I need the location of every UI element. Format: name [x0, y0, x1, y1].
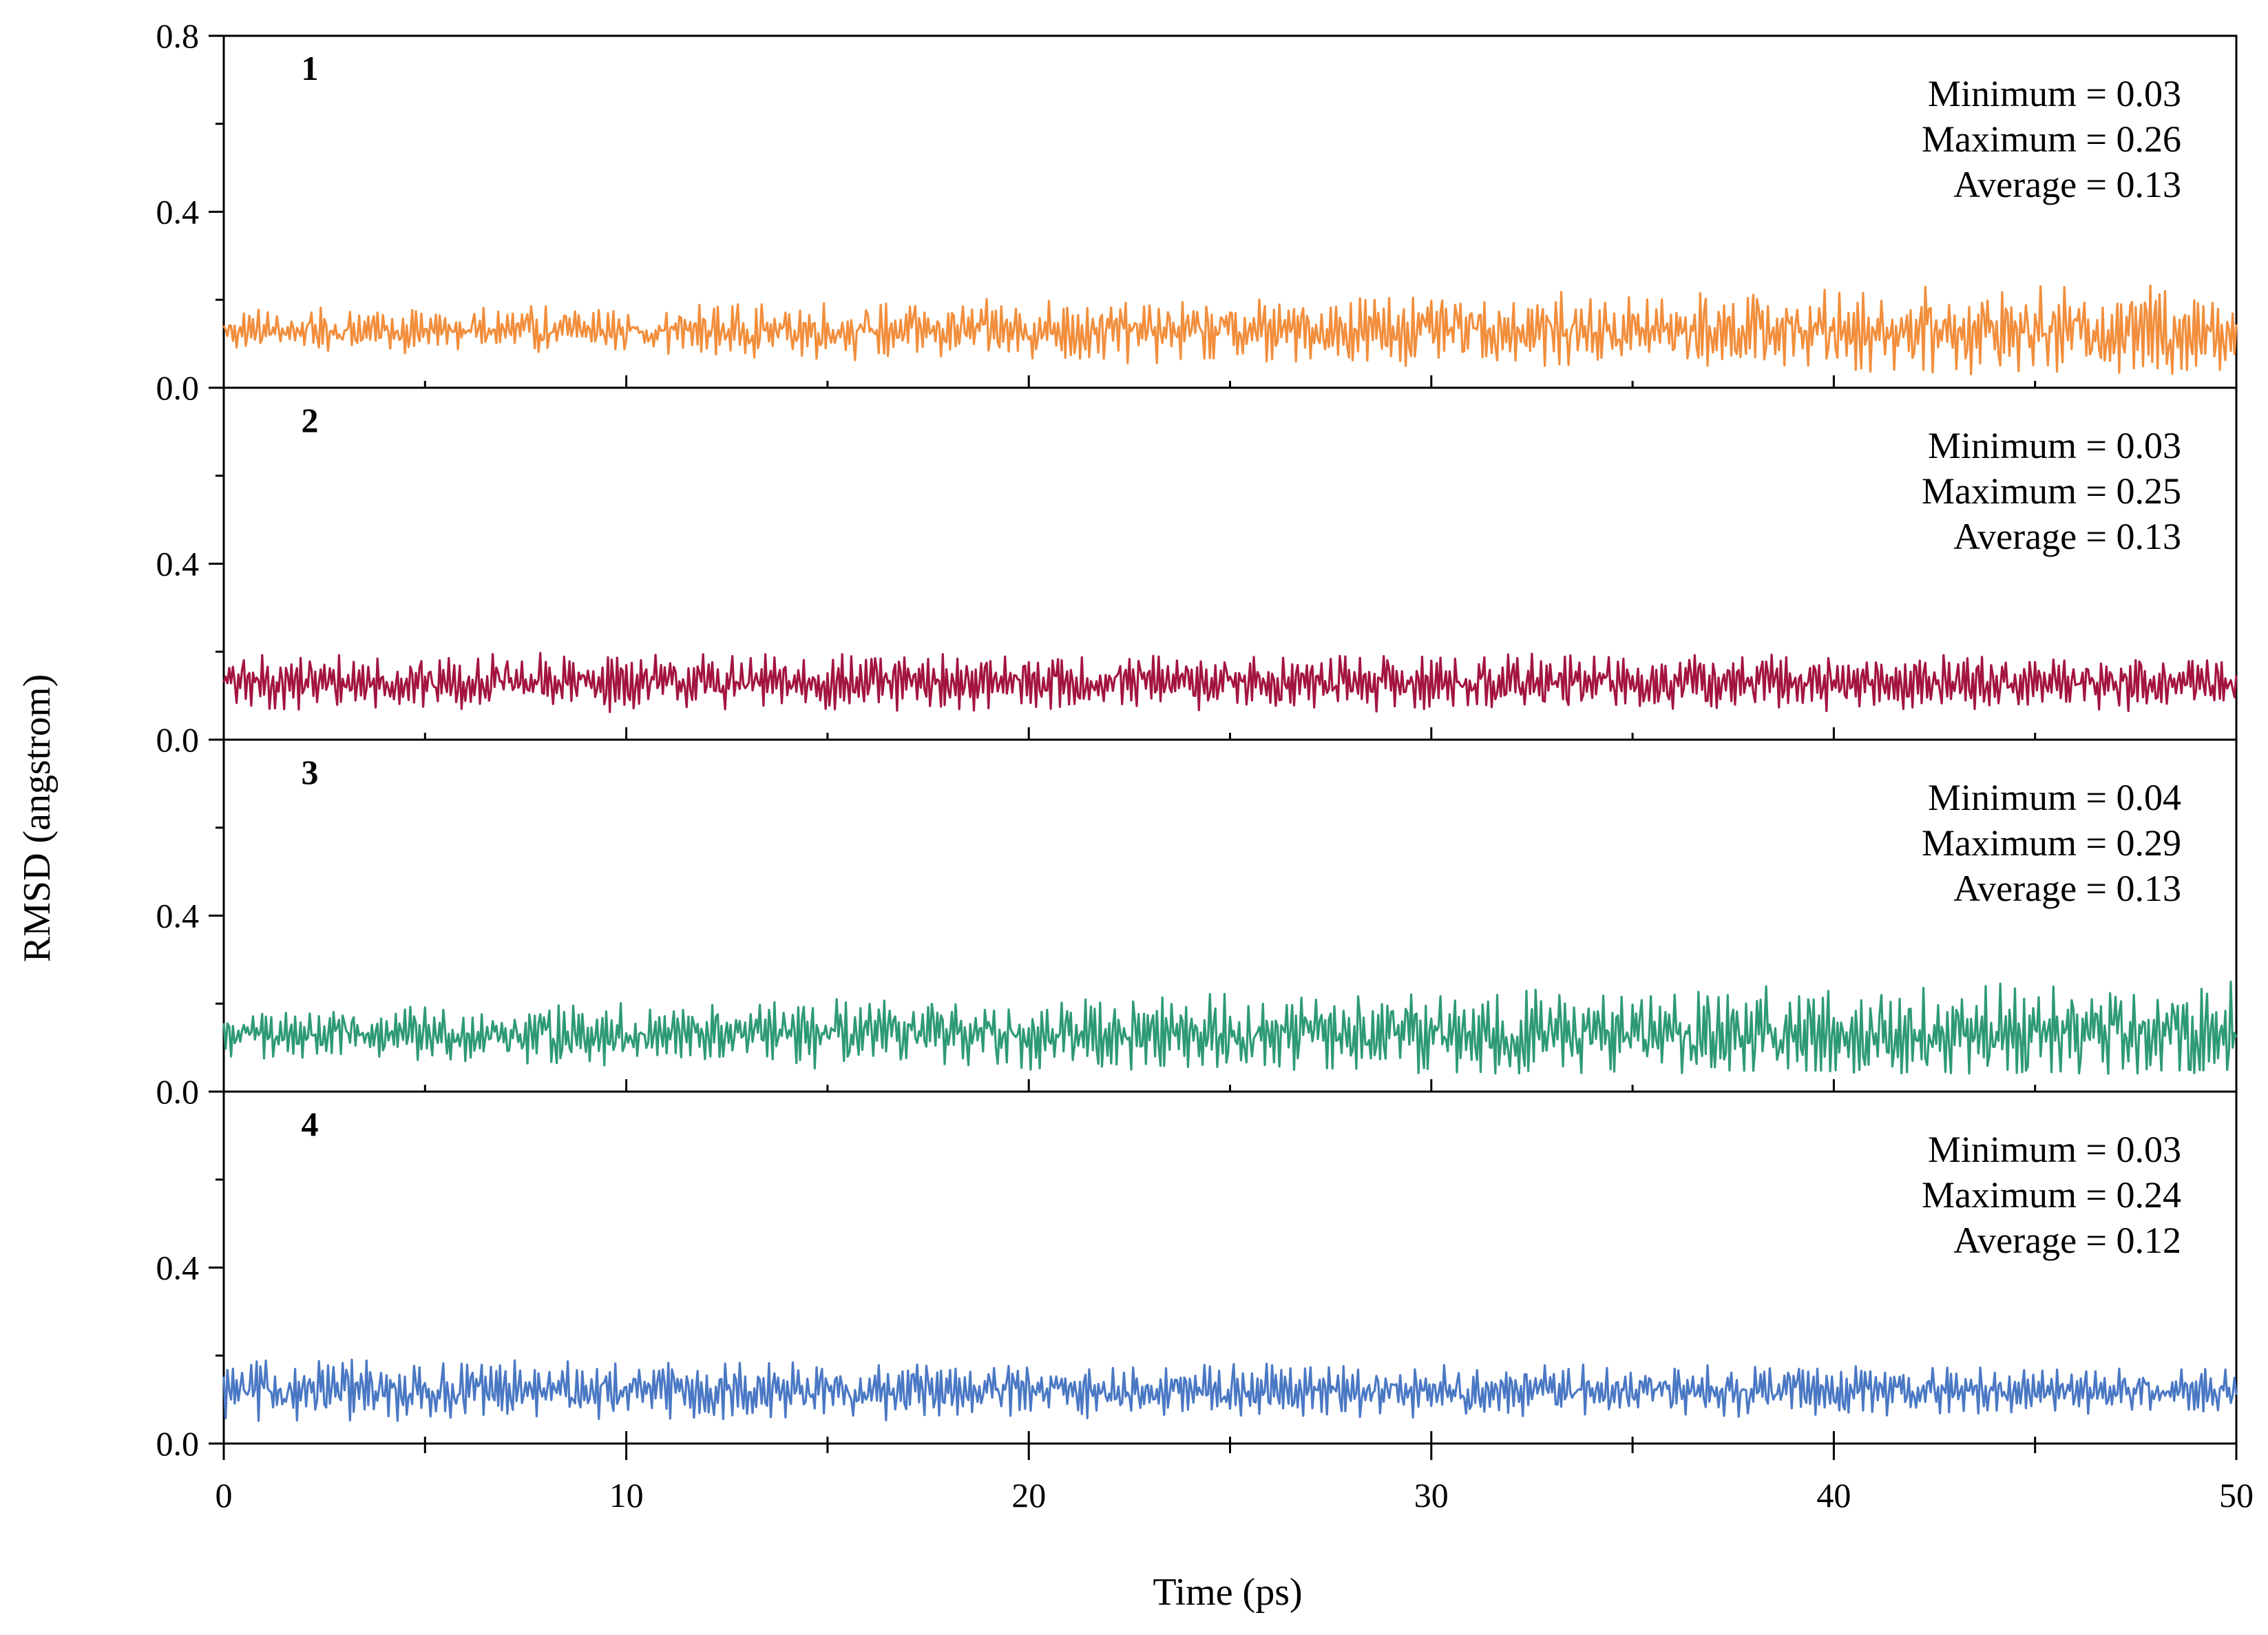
stat-maximum: Maximum = 0.26 [1922, 118, 2181, 160]
y-tick-label: 0.0 [156, 720, 200, 759]
series-line-1 [222, 284, 2238, 375]
stat-average: Average = 0.12 [1953, 1220, 2181, 1261]
stat-maximum: Maximum = 0.29 [1922, 822, 2181, 864]
stat-average: Average = 0.13 [1953, 868, 2181, 909]
stat-maximum: Maximum = 0.24 [1922, 1174, 2181, 1216]
x-axis-title: Time (ps) [1153, 1571, 1302, 1614]
panel-number-label: 1 [302, 49, 319, 87]
y-tick-label: 0.0 [156, 1424, 200, 1463]
y-tick-label: 0.8 [156, 17, 200, 55]
y-tick-label: 0.0 [156, 368, 200, 407]
x-tick-label: 20 [1011, 1476, 1046, 1514]
stat-maximum: Maximum = 0.25 [1922, 470, 2181, 512]
y-tick-label: 0.4 [156, 1249, 200, 1287]
stat-minimum: Minimum = 0.03 [1928, 73, 2181, 114]
panel-number-label: 3 [302, 753, 319, 791]
stat-average: Average = 0.13 [1953, 164, 2181, 205]
panel-number-label: 2 [302, 401, 319, 439]
stat-minimum: Minimum = 0.03 [1928, 1129, 2181, 1170]
series-line-3 [222, 980, 2238, 1075]
y-tick-label: 0.4 [156, 545, 200, 583]
x-tick-label: 50 [2219, 1476, 2254, 1514]
y-axis-title: RMSD (angstrom) [16, 674, 59, 962]
x-tick-label: 40 [1816, 1476, 1851, 1514]
series-line-4 [222, 1358, 2238, 1422]
stat-minimum: Minimum = 0.04 [1928, 777, 2181, 818]
y-tick-label: 0.4 [156, 897, 200, 935]
stat-average: Average = 0.13 [1953, 516, 2181, 557]
series-line-2 [222, 652, 2238, 714]
y-tick-label: 0.4 [156, 193, 200, 231]
stat-minimum: Minimum = 0.03 [1928, 425, 2181, 466]
x-tick-label: 0 [216, 1476, 233, 1514]
x-tick-label: 30 [1414, 1476, 1449, 1514]
x-tick-label: 10 [609, 1476, 644, 1514]
y-tick-label: 0.0 [156, 1072, 200, 1111]
panel-number-label: 4 [302, 1105, 319, 1143]
x-axis: 0 10 20 30 40 50 [216, 1444, 2254, 1514]
